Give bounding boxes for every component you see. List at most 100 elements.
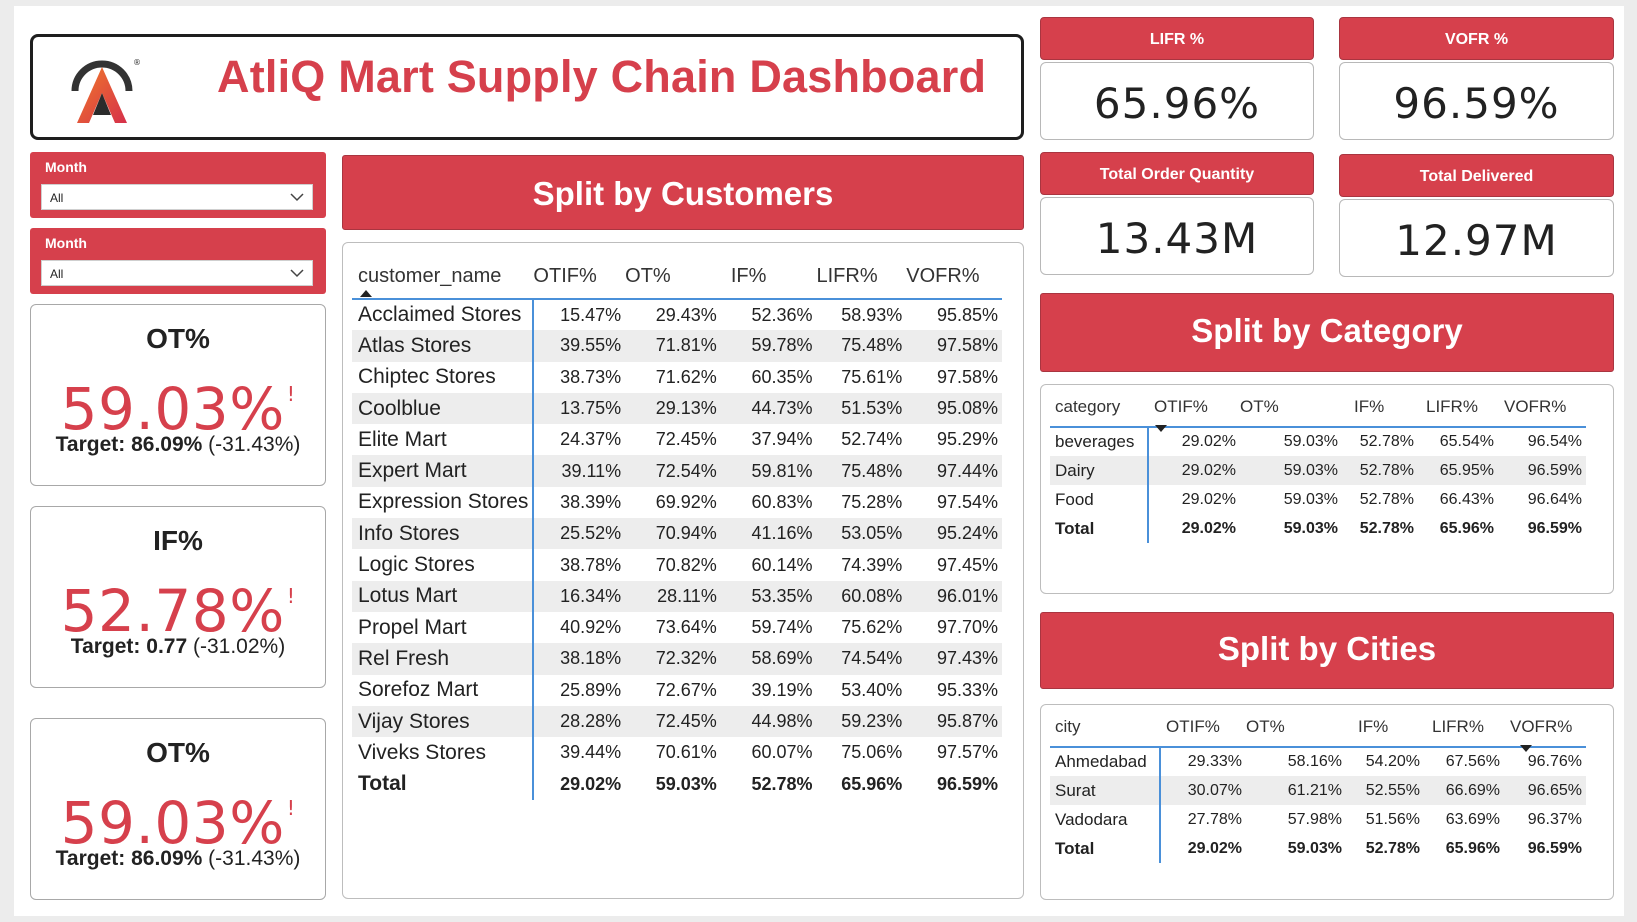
row-value: 63.69% (1445, 810, 1500, 828)
column-header-ot[interactable]: OT% (1240, 397, 1279, 416)
page-title: AtliQ Mart Supply Chain Dashboard (217, 51, 987, 102)
target-delta: (-31.02%) (192, 635, 286, 658)
column-header-vofr[interactable]: VOFR% (906, 265, 980, 287)
row-value: 72.45% (655, 429, 717, 450)
target-value: 0.77 (146, 635, 188, 658)
row-value: 71.81% (625, 330, 721, 362)
customer-row[interactable]: Expert Mart 39.11% 72.54% 59.81% 75.48% 97.44… (352, 455, 1002, 487)
column-header-if[interactable]: IF% (730, 265, 767, 287)
customer-row[interactable]: Atlas Stores 39.55% 71.81% 59.78% 75.48% 97.5… (352, 330, 1002, 362)
row-value: 95.29% (936, 429, 998, 450)
column-header-ot[interactable]: OT% (1246, 717, 1285, 736)
column-header-lifr[interactable]: LIFR% (1432, 717, 1484, 736)
column-header-vofr[interactable]: VOFR% (1510, 717, 1573, 736)
column-header-lifr[interactable]: LIFR% (816, 265, 878, 287)
city-row[interactable]: Ahmedabad 29.33% 58.16% 54.20% 67.56% 96.76% (1050, 747, 1586, 776)
customer-row[interactable]: Sorefoz Mart 25.89% 72.67% 39.19% 53.40% 95.3… (352, 674, 1002, 706)
row-label: Coolblue (352, 392, 535, 425)
row-value: 75.06% (841, 742, 903, 763)
customer-row[interactable]: Info Stores 25.52% 70.94% 41.16% 53.05% 95.24… (352, 518, 1002, 550)
kpi-value-vofr: 96.59% (1339, 62, 1614, 140)
row-value: 38.18% (533, 643, 626, 675)
customer-row[interactable]: Propel Mart 40.92% 73.64% 59.74% 75.62% 97.70… (352, 611, 1002, 644)
row-value: 59.78% (720, 330, 817, 362)
column-header-city[interactable]: city (1055, 717, 1081, 736)
row-value: 66.43% (1439, 490, 1494, 508)
column-header-ot[interactable]: OT% (625, 265, 671, 287)
customer-row[interactable]: Logic Stores 38.78% 70.82% 60.14% 74.39% 97.4… (352, 549, 1002, 581)
category-row[interactable]: beverages 29.02% 59.03% 52.78% 65.54% 96.54% (1050, 427, 1586, 456)
row-value: 60.07% (751, 742, 813, 763)
row-value: 60.08% (816, 580, 907, 612)
kpi-value-text: 52.78% (60, 577, 285, 645)
city-row[interactable]: Vadodara 27.78% 57.98% 51.56% 63.69% 96.37% (1050, 805, 1586, 834)
column-header-otif[interactable]: OTIF% (1154, 397, 1208, 416)
row-label: Expression Stores (352, 486, 535, 519)
row-value: 15.47% (560, 304, 622, 325)
row-value: 96.76% (1527, 753, 1582, 770)
row-value: 97.58% (936, 366, 998, 387)
row-value: 53.05% (816, 518, 907, 550)
customer-row[interactable]: Chiptec Stores 38.73% 71.62% 60.35% 75.61% 97… (352, 361, 1002, 393)
row-value: 39.44% (560, 742, 622, 763)
target-value: 86.09% (131, 433, 203, 456)
row-value: 74.54% (816, 643, 907, 675)
row-value: 29.43% (655, 304, 717, 325)
row-label: Sorefoz Mart (352, 674, 535, 706)
month-dropdown-1[interactable]: All (41, 184, 313, 210)
row-value: 96.54% (1527, 433, 1582, 450)
row-value: 39.19% (751, 679, 813, 700)
row-value: 59.23% (816, 705, 907, 738)
column-header-vofr[interactable]: VOFR% (1504, 397, 1567, 416)
row-value: 54.20% (1365, 753, 1420, 770)
column-header-category[interactable]: category (1055, 397, 1121, 416)
column-header-otif[interactable]: OTIF% (533, 265, 597, 287)
row-label: Food (1050, 485, 1149, 514)
row-value: 29.02% (1181, 490, 1236, 508)
kpi-value: 59.03%! (31, 375, 325, 443)
customer-row[interactable]: Vijay Stores 28.28% 72.45% 44.98% 59.23% 95.8… (352, 705, 1002, 738)
customer-row[interactable]: Viveks Stores 39.44% 70.61% 60.07% 75.06% 97.… (352, 737, 1002, 769)
total-value: 65.96% (1418, 514, 1498, 543)
row-label: Propel Mart (352, 611, 535, 644)
customer-row[interactable]: Acclaimed Stores 15.47% 29.43% 52.36% 58.93%… (352, 299, 1002, 331)
row-label: Logic Stores (352, 549, 535, 581)
row-value: 65.54% (1439, 433, 1494, 450)
row-value: 97.58% (906, 330, 1002, 362)
category-row[interactable]: Food 29.02% 59.03% 52.78% 66.43% 96.64% (1050, 485, 1586, 514)
target-label: Target: (55, 847, 126, 870)
row-label: Atlas Stores (352, 330, 535, 362)
row-value: 52.78% (1342, 456, 1418, 485)
row-value: 59.03% (1283, 490, 1338, 508)
column-header-otif[interactable]: OTIF% (1166, 717, 1220, 736)
customer-row[interactable]: Lotus Mart 16.34% 28.11% 53.35% 60.08% 96.01% (352, 580, 1002, 612)
row-value: 38.73% (560, 366, 622, 387)
customer-row[interactable]: Expression Stores 38.39% 69.92% 60.83% 75.28… (352, 486, 1002, 519)
row-value: 52.78% (1359, 490, 1414, 508)
column-header-customer-name[interactable]: customer_name (358, 265, 502, 287)
row-value: 71.62% (655, 366, 717, 387)
column-header-if[interactable]: IF% (1358, 717, 1389, 736)
city-row[interactable]: Surat 30.07% 61.21% 52.55% 66.69% 96.65% (1050, 776, 1586, 805)
customer-row[interactable]: Rel Fresh 38.18% 72.32% 58.69% 74.54% 97.43% (352, 643, 1002, 675)
total-value: 65.96% (1424, 834, 1504, 863)
kpi-value-total-order-quantity: 13.43M (1040, 197, 1314, 275)
row-value: 60.83% (751, 491, 813, 512)
row-value: 97.44% (906, 455, 1002, 487)
month-dropdown-2[interactable]: All (41, 260, 313, 286)
kpi-title: OT% (146, 323, 210, 354)
row-value: 13.75% (533, 392, 626, 425)
row-value: 75.48% (816, 330, 907, 362)
column-header-lifr[interactable]: LIFR% (1426, 397, 1478, 416)
customer-row[interactable]: Elite Mart 24.37% 72.45% 37.94% 52.74% 95.29% (352, 424, 1002, 456)
row-value: 96.01% (906, 580, 1002, 612)
row-value: 97.45% (936, 554, 998, 575)
month-slicer-1: Month All (30, 152, 326, 218)
category-row[interactable]: Dairy 29.02% 59.03% 52.78% 65.95% 96.59% (1050, 456, 1586, 485)
customer-row[interactable]: Coolblue 13.75% 29.13% 44.73% 51.53% 95.08% (352, 392, 1002, 425)
chevron-down-icon (290, 269, 304, 278)
row-value: 59.03% (1240, 456, 1342, 485)
row-value: 95.87% (906, 705, 1002, 738)
kpi-header-total-delivered: Total Delivered (1339, 154, 1614, 197)
column-header-if[interactable]: IF% (1354, 397, 1385, 416)
